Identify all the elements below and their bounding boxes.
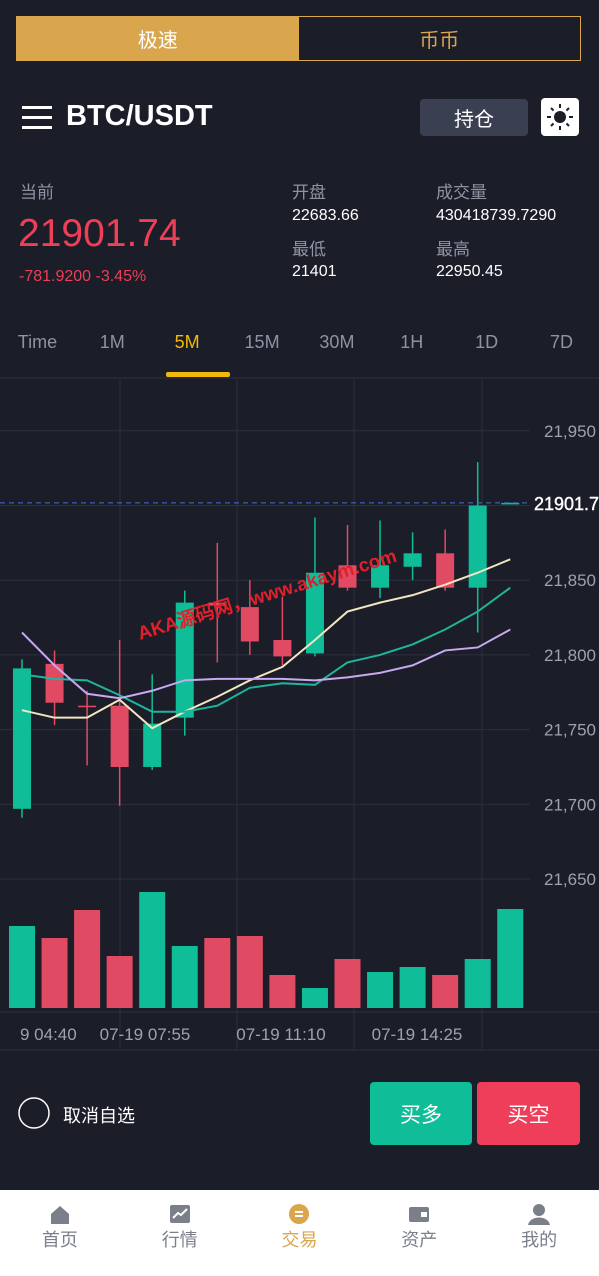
- volume-bar: [236, 936, 263, 1008]
- ma-line: [21, 558, 511, 730]
- candle-body: [208, 602, 227, 606]
- interval-tab[interactable]: 1H: [400, 332, 424, 352]
- label: 最高: [436, 240, 470, 259]
- favorite-toggle[interactable]: [18, 1097, 50, 1129]
- candle-body: [403, 553, 422, 567]
- candle-body: [240, 607, 259, 642]
- label: 成交量: [436, 183, 487, 202]
- label: 最低: [292, 240, 326, 259]
- label: 当前: [20, 183, 54, 202]
- candle-body: [468, 505, 487, 588]
- y-tick-label: 21,650: [544, 870, 596, 889]
- volume-bar: [334, 959, 361, 1008]
- volume-bar: [74, 910, 101, 1008]
- volume-bar: [9, 926, 35, 1008]
- candle-body: [501, 502, 520, 505]
- candle-body: [338, 565, 357, 588]
- candle-body: [78, 705, 97, 708]
- value: 22950.45: [436, 263, 503, 280]
- volume-bar: [301, 988, 328, 1008]
- active-underline: [166, 372, 230, 377]
- buy-long[interactable]: 买多: [370, 1082, 472, 1145]
- volume-bar: [399, 967, 426, 1008]
- nav-icon: [169, 1205, 190, 1223]
- volume-bar: [106, 956, 133, 1008]
- nav-icon: [50, 1206, 69, 1224]
- candle-body: [45, 663, 64, 703]
- y-tick-label: 21,800: [544, 646, 596, 665]
- interval-tab[interactable]: 1D: [475, 332, 499, 352]
- nav-item[interactable]: 资产: [359, 1190, 479, 1276]
- x-tick-label: 07-19 14:25: [372, 1025, 463, 1044]
- x-tick-label: 07-19 07:55: [100, 1025, 191, 1044]
- candle-body: [273, 639, 292, 657]
- volume-bar: [269, 975, 296, 1008]
- y-tick-label: 21,750: [544, 721, 596, 740]
- volume-bar: [367, 972, 394, 1008]
- buy-short[interactable]: 买空: [477, 1082, 580, 1145]
- nav-item[interactable]: 我的: [479, 1190, 599, 1276]
- y-tick-label: 21,850: [544, 571, 596, 590]
- nav-item[interactable]: 行情: [120, 1190, 240, 1276]
- value: 22683.66: [292, 207, 359, 224]
- kline-chart: 21,65021,70021,75021,80021,85021,90021,9…: [0, 377, 599, 1051]
- candle-body: [371, 565, 390, 588]
- mode-tabs: 极速 币币: [16, 16, 581, 61]
- value: 430418739.7290: [436, 207, 557, 224]
- current-price: 21901.74: [18, 212, 181, 255]
- theme-button[interactable]: [541, 98, 579, 136]
- change: -781.9200 -3.45%: [19, 268, 147, 285]
- y-tick-label: 21,950: [544, 422, 596, 441]
- nav-icon: [528, 1204, 551, 1225]
- nav-item[interactable]: 首页: [0, 1190, 120, 1276]
- interval-tab[interactable]: Time: [17, 332, 58, 352]
- volume-bar: [139, 892, 166, 1008]
- tab[interactable]: 币币: [419, 30, 460, 52]
- label: 开盘: [292, 183, 326, 202]
- interval-tab[interactable]: 30M: [319, 332, 355, 352]
- x-tick-label: 9 04:40: [20, 1025, 77, 1044]
- value: 21401: [292, 263, 337, 280]
- nav-item[interactable]: 交易: [240, 1190, 360, 1276]
- position-button[interactable]: 持仓: [420, 99, 528, 136]
- interval-tab[interactable]: 15M: [244, 332, 280, 352]
- interval-tab[interactable]: 5M: [174, 332, 200, 352]
- tab[interactable]: 极速: [17, 17, 299, 60]
- ma-line: [21, 586, 511, 713]
- candle-body: [110, 705, 129, 767]
- bottom-nav: 首页 行情 交易 资产 我的: [0, 1190, 599, 1276]
- candle-body: [13, 668, 31, 809]
- pair: BTC/USDT: [66, 100, 213, 132]
- volume-bar: [464, 959, 491, 1008]
- interval-tab[interactable]: 1M: [99, 332, 125, 352]
- volume-bar: [171, 946, 198, 1008]
- last-price-label: 21901.74: [534, 494, 599, 514]
- nav-icon: [289, 1204, 310, 1224]
- volume-bar: [204, 938, 231, 1008]
- ma-line: [21, 628, 511, 700]
- candle-body: [305, 572, 324, 654]
- menu-icon[interactable]: [22, 106, 52, 130]
- candle-body: [175, 602, 194, 718]
- volume-bar: [497, 909, 524, 1008]
- x-tick-label: 07-19 11:10: [236, 1025, 325, 1044]
- interval-tab[interactable]: 7D: [550, 332, 574, 352]
- volume-bar: [41, 938, 68, 1008]
- y-tick-label: 21,700: [544, 795, 596, 814]
- nav-label[interactable]: 交易: [281, 1230, 318, 1250]
- nav-label[interactable]: 资产: [401, 1230, 438, 1250]
- last-price-box: [532, 490, 599, 515]
- nav-icon: [409, 1207, 430, 1222]
- volume-bar: [432, 975, 459, 1008]
- nav-label[interactable]: 行情: [161, 1230, 198, 1250]
- nav-label[interactable]: 首页: [41, 1230, 78, 1250]
- candle-body: [143, 723, 162, 767]
- watermark: AKA源码网，www.akaym.com: [135, 544, 400, 645]
- interval-tabs: Time 1M 5M 15M 30M 1H 1D 7D: [0, 326, 599, 358]
- candle-body: [436, 553, 455, 588]
- favorite-label[interactable]: 取消自选: [63, 1106, 135, 1126]
- nav-label[interactable]: 我的: [521, 1230, 558, 1250]
